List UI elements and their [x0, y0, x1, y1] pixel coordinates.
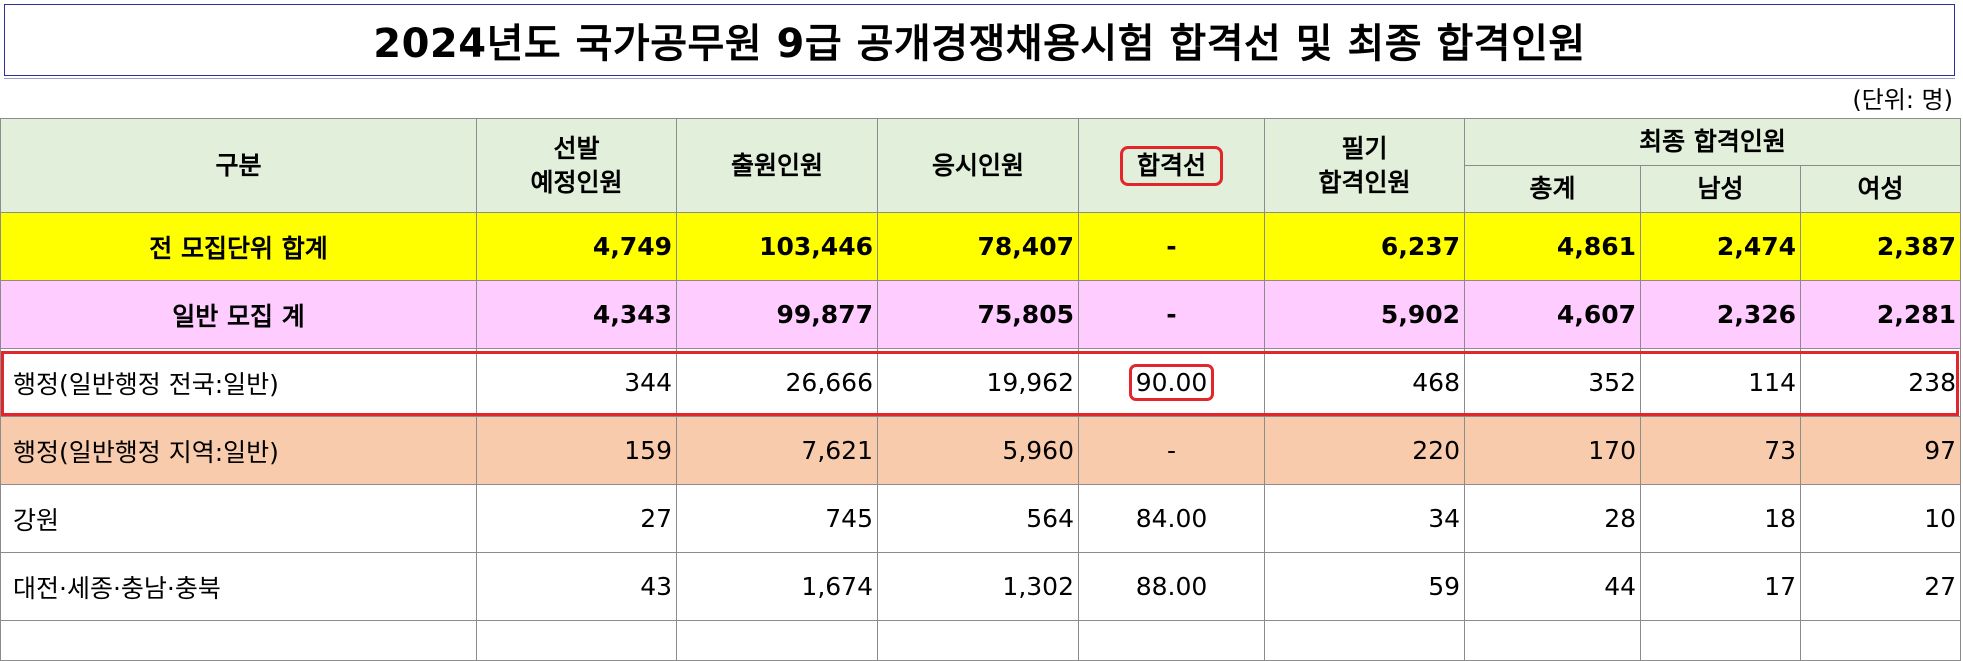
cell-final-female: 2,281 [1800, 280, 1961, 349]
cell-final-male: 73 [1640, 416, 1801, 485]
unit-note: (단위: 명) [1852, 86, 1953, 114]
header-written-line2: 합격인원 [1318, 167, 1411, 197]
cell-quota: 27 [476, 484, 677, 553]
cell-applicants: 103,446 [676, 212, 878, 281]
cell-final-male: 18 [1640, 484, 1801, 553]
cell-final-female: 2,387 [1800, 212, 1961, 281]
cell-cutoff: 90.00 [1078, 348, 1265, 417]
header-examinees: 응시인원 [877, 118, 1079, 213]
cell-cutoff: 88.00 [1078, 552, 1265, 621]
cell-applicants: 745 [676, 484, 878, 553]
cell-final-total: 170 [1464, 416, 1641, 485]
cell-cutoff: - [1078, 212, 1265, 281]
cell-final-male: 2,474 [1640, 212, 1801, 281]
cell-written: 468 [1264, 348, 1465, 417]
cell-quota: 43 [476, 552, 677, 621]
header-final-male: 남성 [1640, 165, 1801, 213]
table-row-gangwon: 강원 27 745 564 84.00 34 28 18 10 [0, 484, 1961, 553]
cell-final-female: 97 [1800, 416, 1961, 485]
cell-cutoff: - [1078, 416, 1265, 485]
cell-examinees: 1,302 [877, 552, 1079, 621]
cell-final-male: 2,326 [1640, 280, 1801, 349]
partial-cell [1640, 620, 1801, 661]
page-title: 2024년도 국가공무원 9급 공개경쟁채용시험 합격선 및 최종 합격인원 [4, 4, 1955, 76]
partial-cell [1464, 620, 1641, 661]
row-label: 전 모집단위 합계 [0, 212, 477, 281]
cell-quota: 159 [476, 416, 677, 485]
header-final-total: 총계 [1464, 165, 1641, 213]
cell-final-female: 27 [1800, 552, 1961, 621]
row-label: 행정(일반행정 지역:일반) [0, 416, 477, 485]
header-quota-line1: 선발 [553, 133, 600, 163]
title-divider [4, 78, 1955, 79]
header-final-female: 여성 [1800, 165, 1961, 213]
partial-cell [0, 620, 477, 661]
table-row-general-total: 일반 모집 계 4,343 99,877 75,805 - 5,902 4,60… [0, 280, 1961, 349]
cell-final-male: 114 [1640, 348, 1801, 417]
cell-examinees: 19,962 [877, 348, 1079, 417]
header-written-line1: 필기 [1341, 133, 1388, 163]
cell-final-total: 28 [1464, 484, 1641, 553]
table-row-daejeon-chungcheong: 대전·세종·충남·충북 43 1,674 1,302 88.00 59 44 1… [0, 552, 1961, 621]
cell-written: 6,237 [1264, 212, 1465, 281]
cell-applicants: 7,621 [676, 416, 878, 485]
header-category: 구분 [0, 118, 477, 213]
row-label: 행정(일반행정 전국:일반) [0, 348, 477, 417]
cell-final-total: 352 [1464, 348, 1641, 417]
cell-written: 220 [1264, 416, 1465, 485]
cell-quota: 344 [476, 348, 677, 417]
cell-final-total: 44 [1464, 552, 1641, 621]
table-row-grand-total: 전 모집단위 합계 4,749 103,446 78,407 - 6,237 4… [0, 212, 1961, 281]
header-quota-line2: 예정인원 [530, 167, 623, 197]
partial-cell [1078, 620, 1265, 661]
cell-written: 5,902 [1264, 280, 1465, 349]
cell-applicants: 26,666 [676, 348, 878, 417]
header-cutoff: 합격선 [1078, 118, 1265, 213]
cell-examinees: 75,805 [877, 280, 1079, 349]
table-row-national-admin: 행정(일반행정 전국:일반) 344 26,666 19,962 90.00 4… [0, 348, 1961, 417]
cutoff-value-highlight: 90.00 [1128, 363, 1215, 402]
cell-quota: 4,343 [476, 280, 677, 349]
partial-cell [877, 620, 1079, 661]
cell-examinees: 78,407 [877, 212, 1079, 281]
cell-written: 34 [1264, 484, 1465, 553]
cell-cutoff: - [1078, 280, 1265, 349]
row-label: 강원 [0, 484, 477, 553]
cell-examinees: 5,960 [877, 416, 1079, 485]
row-label: 대전·세종·충남·충북 [0, 552, 477, 621]
cell-examinees: 564 [877, 484, 1079, 553]
cell-written: 59 [1264, 552, 1465, 621]
row-label: 일반 모집 계 [0, 280, 477, 349]
partial-cell [476, 620, 677, 661]
cutoff-header-highlight: 합격선 [1119, 145, 1223, 186]
header-applicants: 출원인원 [676, 118, 878, 213]
cell-final-female: 238 [1800, 348, 1961, 417]
cell-final-male: 17 [1640, 552, 1801, 621]
cell-applicants: 99,877 [676, 280, 878, 349]
cell-final-total: 4,861 [1464, 212, 1641, 281]
table-row-regional-admin: 행정(일반행정 지역:일반) 159 7,621 5,960 - 220 170… [0, 416, 1961, 485]
table-row-partial [0, 620, 1961, 661]
cell-applicants: 1,674 [676, 552, 878, 621]
cell-quota: 4,749 [476, 212, 677, 281]
partial-cell [1264, 620, 1465, 661]
header-final-group: 최종 합격인원 [1464, 118, 1961, 166]
partial-cell [676, 620, 878, 661]
header-row-2: 총계 남성 여성 [1, 165, 1961, 213]
cell-cutoff: 84.00 [1078, 484, 1265, 553]
cell-final-female: 10 [1800, 484, 1961, 553]
partial-cell [1800, 620, 1961, 661]
cell-final-total: 4,607 [1464, 280, 1641, 349]
